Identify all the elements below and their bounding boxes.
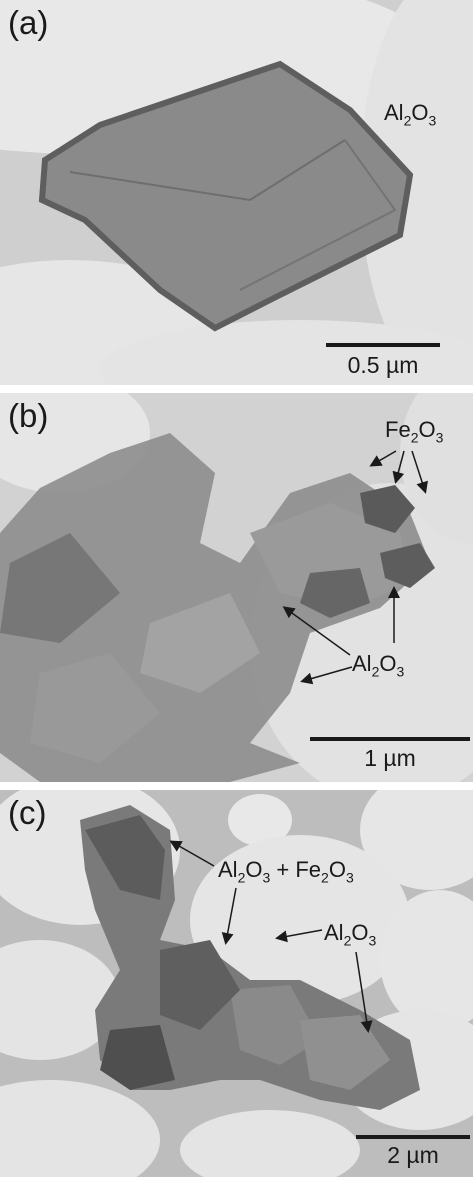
scale-bar	[356, 1135, 470, 1139]
panel-a: (a) Al2O3 0.5 µm	[0, 0, 473, 385]
scale-label: 0.5 µm	[347, 352, 419, 378]
fe2o3-label: Fe2O3	[385, 417, 444, 446]
support-hole	[100, 320, 473, 385]
panel-b: (b) Fe2O3 Al2O3 1 µm	[0, 393, 473, 782]
panel-label: (c)	[8, 794, 47, 831]
panel-label: (b)	[8, 397, 49, 434]
annotation-arrows-b	[282, 450, 428, 685]
panel-c: (c) Al2O3 + Fe2O3 Al2O3 2 µm	[0, 790, 473, 1177]
al2o3-fe2o3-label: Al2O3 + Fe2O3	[218, 857, 354, 886]
al2o3-label: Al2O3	[384, 100, 437, 129]
al2o3-label: Al2O3	[324, 920, 377, 949]
tem-image-a	[0, 0, 473, 385]
particle-cluster	[80, 805, 420, 1110]
support-hole	[360, 0, 473, 385]
scale-bar	[310, 737, 470, 741]
scale-label: 1 µm	[364, 745, 416, 771]
al2o3-label: Al2O3	[352, 651, 405, 680]
panel-label: (a)	[8, 4, 49, 41]
scale-label: 2 µm	[387, 1142, 439, 1168]
tem-image-b	[0, 393, 473, 782]
annotation-arrows-c	[169, 840, 373, 1033]
particle-cluster	[0, 433, 435, 782]
scale-bar	[326, 343, 440, 347]
tem-image-c	[0, 790, 473, 1177]
